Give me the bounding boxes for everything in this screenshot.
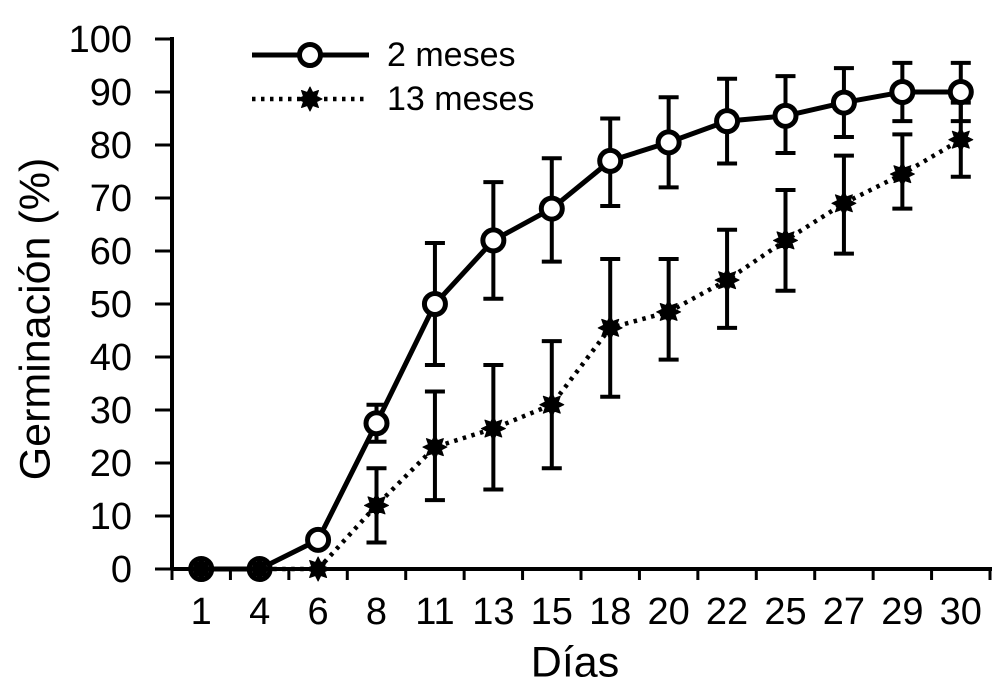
data-point-2-meses <box>655 129 682 156</box>
data-point-13-meses <box>597 315 623 341</box>
x-tick-label: 4 <box>249 591 270 633</box>
y-axis-title: Germinación (%) <box>11 157 60 481</box>
data-point-13-meses <box>247 556 273 582</box>
data-point-13-meses <box>480 416 506 442</box>
solid-line-open-circle-icon <box>252 42 369 68</box>
x-tick-label: 25 <box>764 591 806 633</box>
data-point-2-meses <box>480 227 507 254</box>
x-tick-label: 8 <box>366 591 387 633</box>
data-point-2-meses <box>363 410 390 437</box>
data-point-13-meses <box>773 227 798 253</box>
data-point-2-meses <box>597 147 624 174</box>
x-tick-label: 15 <box>531 591 573 633</box>
data-point-2-meses <box>538 195 565 222</box>
x-tick-label: 6 <box>308 591 329 633</box>
markers-13-meses <box>188 127 974 582</box>
dotted-line-star-icon <box>252 86 369 112</box>
series-line-2-meses <box>201 89 961 572</box>
legend: 2 meses 13 meses <box>248 33 534 121</box>
x-tick-label: 29 <box>881 591 923 633</box>
legend-label: 13 meses <box>387 80 535 118</box>
x-axis-title: Días <box>530 638 620 687</box>
legend-item-2-meses: 2 meses <box>248 33 534 77</box>
x-tick-label: 11 <box>415 591 454 633</box>
data-point-2-meses <box>947 79 974 105</box>
tick-labels: 1 4 6 8 11 13 15 18 20 22 25 27 29 30 0 10 20 30 40 50 60 70 8… <box>69 19 982 633</box>
data-point-13-meses <box>831 190 857 216</box>
y-tick-label: 0 <box>111 549 132 591</box>
data-point-13-meses <box>422 434 448 460</box>
y-tick-label: 70 <box>90 178 132 220</box>
legend-marker <box>297 86 323 112</box>
data-point-13-meses <box>305 556 331 582</box>
x-tick-label: 13 <box>472 591 514 633</box>
y-tick-label: 10 <box>90 496 132 538</box>
data-point-2-meses <box>772 102 799 129</box>
x-tick-label: 30 <box>940 591 982 633</box>
y-tick-label: 80 <box>90 125 132 167</box>
data-point-13-meses <box>539 392 565 418</box>
legend-item-13-meses: 13 meses <box>248 77 534 121</box>
x-tick-label: 1 <box>191 591 212 633</box>
data-point-13-meses <box>656 299 682 325</box>
x-tick-label: 20 <box>648 591 690 633</box>
legend-label: 2 meses <box>387 36 516 74</box>
data-point-13-meses <box>714 267 740 293</box>
legend-marker <box>297 42 323 68</box>
y-tick-label: 30 <box>90 390 132 432</box>
data-point-13-meses <box>889 161 915 187</box>
data-point-2-meses <box>830 89 857 116</box>
data-point-2-meses <box>421 291 448 317</box>
data-point-2-meses <box>714 108 741 135</box>
x-tick-label: 27 <box>823 591 865 633</box>
y-tick-label: 50 <box>90 284 132 326</box>
y-tick-label: 90 <box>90 72 132 114</box>
markers-2-meses <box>188 79 974 582</box>
data-point-13-meses <box>364 492 389 518</box>
x-tick-label: 18 <box>589 591 631 633</box>
y-tick-label: 20 <box>90 443 132 485</box>
y-tick-label: 60 <box>90 231 132 273</box>
x-tick-label: 22 <box>706 591 748 633</box>
data-point-13-meses <box>948 127 974 153</box>
data-point-13-meses <box>188 556 214 582</box>
data-point-2-meses <box>889 79 916 105</box>
y-tick-label: 40 <box>90 337 132 379</box>
y-tick-label: 100 <box>69 19 132 61</box>
data-point-2-meses <box>305 526 332 553</box>
